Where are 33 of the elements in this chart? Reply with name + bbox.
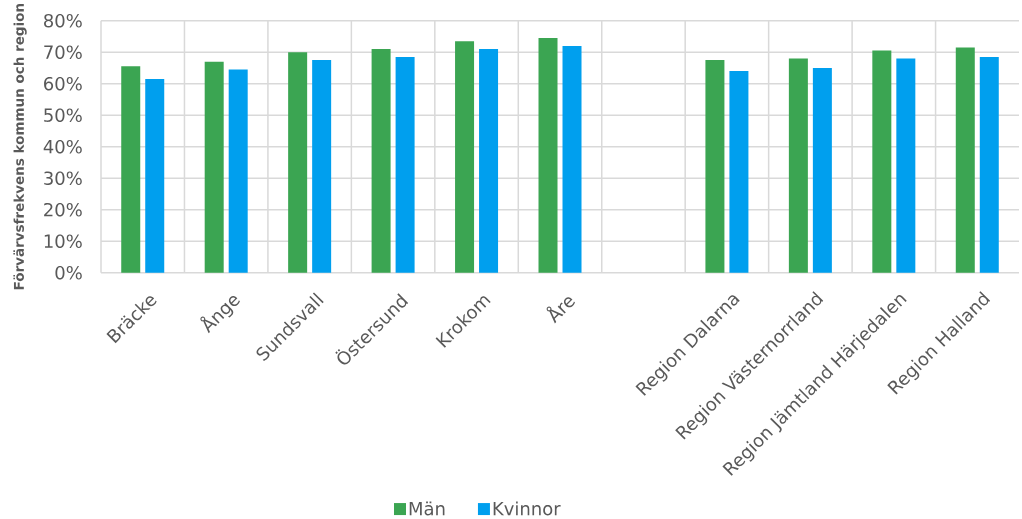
bar	[312, 60, 332, 273]
bar	[371, 49, 391, 273]
bar	[121, 66, 141, 273]
bar	[479, 49, 499, 273]
y-tick-label: 20%	[44, 202, 82, 217]
bar	[204, 61, 224, 273]
bar	[395, 56, 415, 273]
y-tick-label: 70%	[44, 45, 82, 59]
bar	[955, 47, 975, 273]
x-tick-label: Åre	[546, 297, 575, 324]
bar	[288, 52, 308, 273]
y-tick-label: 0%	[55, 265, 82, 280]
bar	[538, 38, 558, 273]
y-tick-label: 40%	[43, 139, 82, 154]
bar	[788, 58, 808, 273]
y-tick-label: 80%	[44, 13, 82, 28]
y-axis-title: Förvärvsfrekvens kommun och region	[13, 4, 27, 290]
y-tick-label: 60%	[44, 76, 82, 91]
bar	[872, 50, 892, 273]
bar	[455, 41, 475, 273]
legend-label: Kvinnor	[493, 501, 561, 516]
bar	[979, 56, 999, 273]
bar	[896, 58, 916, 273]
bar	[562, 45, 582, 273]
bar	[145, 78, 165, 273]
bar	[729, 71, 749, 273]
y-tick-label: 30%	[44, 171, 82, 185]
bar	[705, 60, 725, 273]
legend-label: Män	[409, 501, 445, 516]
bar	[812, 67, 832, 273]
y-tick-label: 10%	[44, 234, 82, 248]
bar	[228, 69, 248, 273]
y-tick-label: 50%	[44, 108, 82, 122]
